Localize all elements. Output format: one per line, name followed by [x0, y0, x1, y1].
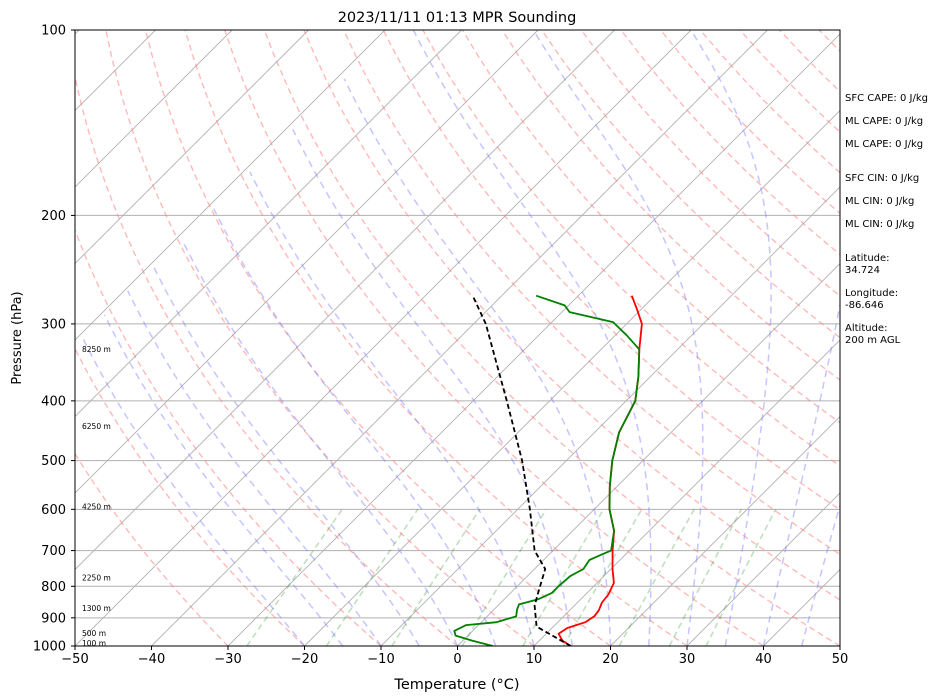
moist-adiabat: [127, 290, 382, 646]
isotherm-line: [686, 492, 840, 646]
mixing-ratio-line: [246, 508, 343, 646]
height-label: 8250 m: [82, 345, 111, 354]
dry-adiabat: [342, 30, 840, 556]
y-tick-label: 600: [41, 503, 66, 518]
altitude-text: Altitude: 200 m AGL: [845, 323, 901, 346]
dry-adiabat: [184, 30, 688, 646]
ml-cape-text-2: ML CAPE: 0 J/kg: [845, 139, 924, 150]
y-tick-label: 300: [41, 317, 66, 332]
mixing-ratio-line: [668, 508, 743, 646]
isotherm-line: [75, 30, 615, 571]
height-label: 6250 m: [82, 422, 111, 431]
x-tick-label: −30: [214, 652, 241, 667]
isotherm-line: [380, 186, 840, 646]
isotherm-line: [75, 30, 386, 341]
dry-adiabat: [422, 30, 840, 467]
y-tick-label: 500: [41, 454, 66, 469]
isotherm-line: [457, 262, 840, 646]
isotherm-line: [227, 33, 840, 646]
x-tick-label: 20: [602, 652, 619, 667]
dry-adiabat: [75, 73, 458, 646]
ml-cin-text-2: ML CIN: 0 J/kg: [845, 219, 915, 230]
dry-adiabat: [105, 30, 535, 646]
mixing-ratio-line: [562, 508, 643, 646]
x-tick-label: 0: [453, 652, 461, 667]
dry-adiabat: [75, 452, 229, 646]
ml-cape-text: ML CAPE: 0 J/kg: [845, 116, 924, 127]
y-axis-label: Pressure (hPa): [10, 291, 25, 384]
x-tick-label: 50: [832, 652, 849, 667]
plot-frame: [74, 29, 841, 647]
moist-adiabat: [103, 314, 344, 646]
mixing-ratio-line: [391, 508, 481, 646]
height-label: 500 m: [82, 629, 106, 638]
sfc-cape-text: SFC CAPE: 0 J/kg: [845, 93, 928, 104]
parcel-line: [471, 295, 572, 646]
height-label: 2250 m: [82, 573, 111, 582]
moist-adiabat: [292, 129, 574, 646]
dewpoint-line: [453, 294, 641, 646]
dry-adiabat: [144, 30, 611, 646]
dry-adiabat: [580, 30, 840, 297]
y-tick-label: 400: [41, 394, 66, 409]
dry-adiabat: [303, 30, 840, 601]
x-tick-label: −10: [367, 652, 394, 667]
y-tick-label: 900: [41, 611, 66, 626]
chart-title: 2023/11/11 01:13 MPR Sounding: [338, 10, 577, 26]
x-tick-label: 10: [526, 652, 543, 667]
dry-adiabat: [75, 347, 305, 646]
isotherm-line: [610, 415, 840, 646]
x-tick-label: −20: [291, 652, 318, 667]
dry-adiabat: [382, 30, 840, 511]
height-label: 100 m: [82, 639, 106, 648]
sfc-cin-text: SFC CIN: 0 J/kg: [845, 173, 920, 184]
isotherm-line: [151, 30, 768, 646]
y-tick-label: 700: [41, 544, 66, 559]
mixing-ratio-line: [522, 508, 605, 646]
dry-adiabat: [224, 30, 764, 646]
latitude-text: Latitude: 34.724: [845, 253, 890, 276]
mixing-ratio-line: [325, 508, 419, 646]
isotherm-line: [75, 30, 233, 188]
y-tick-label: 800: [41, 580, 66, 595]
dry-adiabat: [75, 228, 382, 646]
temperature-line: [557, 295, 643, 646]
x-tick-label: −50: [61, 652, 88, 667]
x-tick-label: −40: [138, 652, 165, 667]
moist-adiabat: [151, 263, 420, 646]
moist-adiabat: [532, 30, 704, 646]
ml-cin-text: ML CIN: 0 J/kg: [845, 196, 915, 207]
mixing-ratio-line: [705, 508, 777, 646]
y-tick-label: 200: [41, 209, 66, 224]
isotherm-line: [75, 30, 309, 265]
moist-adiabat: [690, 30, 772, 646]
moist-adiabat: [81, 336, 306, 646]
x-axis-label: Temperature (°C): [393, 677, 519, 693]
height-label: 4250 m: [82, 503, 111, 512]
x-tick-label: 40: [755, 652, 772, 667]
isotherm-line: [75, 30, 462, 418]
x-tick-label: 30: [679, 652, 696, 667]
moist-adiabat: [181, 240, 459, 646]
y-tick-label: 100: [41, 24, 66, 39]
moist-adiabat: [249, 171, 535, 646]
mixing-ratio-line: [618, 508, 695, 646]
isotherm-line: [304, 109, 840, 646]
longitude-text: Longitude: -86.646: [845, 288, 899, 311]
moist-adiabat: [343, 78, 612, 646]
dry-adiabat: [263, 30, 840, 646]
moist-adiabat: [412, 30, 652, 646]
isotherm-line: [75, 30, 692, 646]
y-tick-label: 1000: [33, 640, 66, 655]
isotherm-line: [533, 339, 840, 646]
mixing-ratio-line: [461, 508, 547, 646]
moist-adiabat: [213, 208, 497, 646]
isotherm-line: [75, 30, 539, 494]
height-label: 1300 m: [82, 604, 111, 613]
